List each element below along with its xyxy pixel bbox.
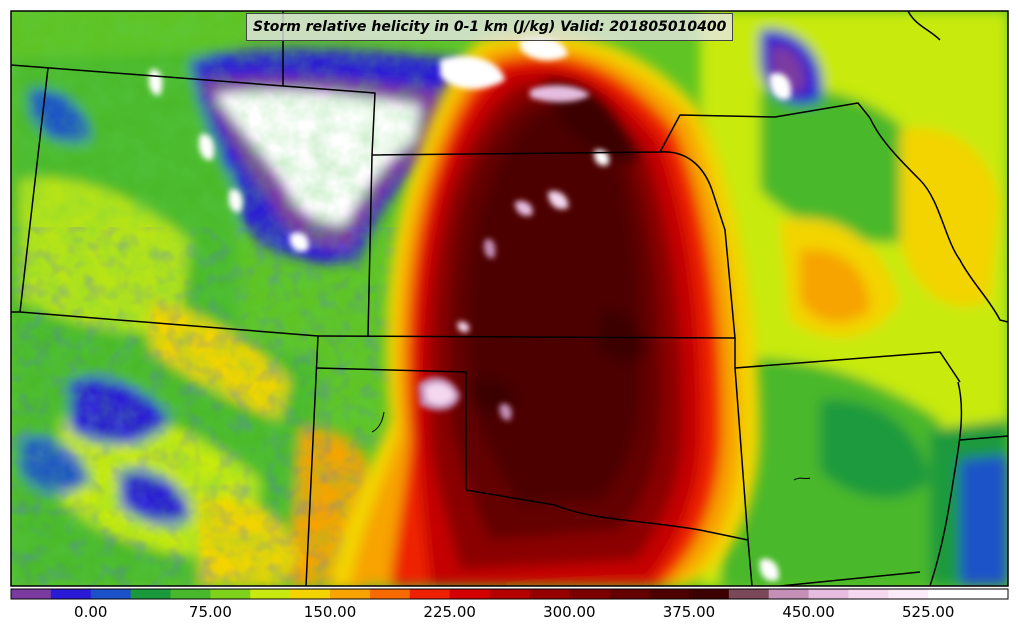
colorbar-tick-label: 0.00 [74, 603, 108, 621]
colorbar-tick-label: 225.00 [423, 603, 476, 621]
colorbar-frame [10, 588, 1009, 600]
colorbar-tick-label: 375.00 [662, 603, 716, 621]
colorbar-segment [369, 589, 411, 599]
colorbar-segment [649, 589, 690, 599]
colorbar-segment [50, 589, 92, 599]
colorbar-segment [569, 589, 610, 599]
colorbar-tick-label: 150.00 [303, 603, 357, 621]
colorbar-segment [250, 589, 291, 599]
colorbar-segment [968, 589, 1009, 599]
colorbar-segment [768, 589, 810, 599]
colorbar-segment [609, 589, 650, 599]
colorbar-segment [330, 589, 371, 599]
colorbar-segment [409, 589, 451, 599]
state-boundaries [11, 11, 1008, 586]
colorbar-segment [489, 589, 530, 599]
colorbar-segment [90, 589, 132, 599]
colorbar-segment [449, 589, 491, 599]
map-title: Storm relative helicity in 0-1 km (J/kg)… [246, 13, 734, 41]
map-frame [10, 10, 1009, 587]
colorbar-segment [688, 589, 730, 599]
colorbar-tick-label: 75.00 [188, 603, 232, 621]
colorbar-segment [529, 589, 570, 599]
colorbar [10, 588, 1009, 600]
colorbar-segment [848, 589, 889, 599]
colorbar-tick-label: 300.00 [543, 603, 596, 621]
shaded-field [11, 11, 1008, 586]
colorbar-segment [928, 589, 969, 599]
colorbar-segment [130, 589, 172, 599]
colorbar-segment [170, 589, 211, 599]
colorbar-tick-label: 525.00 [901, 603, 955, 621]
colorbar-tick-label: 450.00 [782, 603, 835, 621]
colorbar-segment [210, 589, 251, 599]
colorbar-segment [888, 589, 929, 599]
colorbar-segment [808, 589, 849, 599]
colorbar-segment [290, 589, 331, 599]
colorbar-segment [11, 589, 52, 599]
colorbar-segment [728, 589, 770, 599]
